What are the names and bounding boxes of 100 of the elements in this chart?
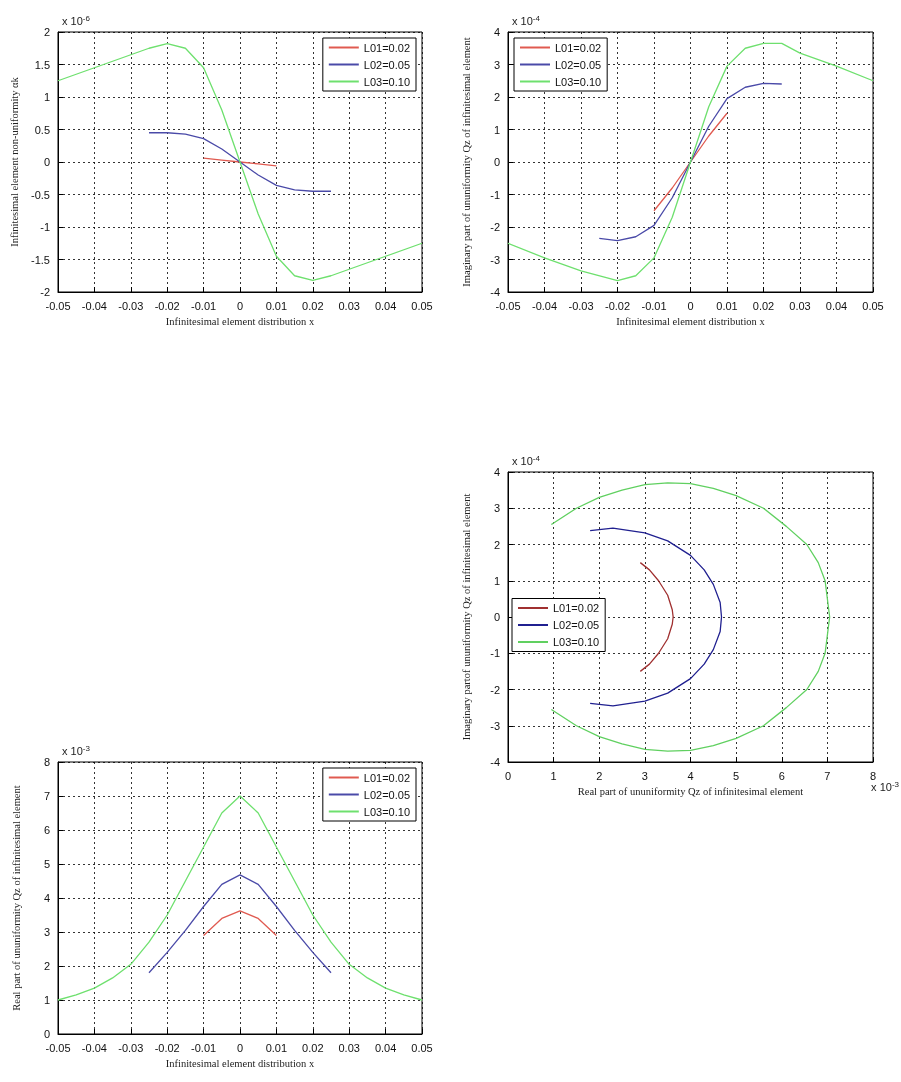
- legend-label: L03=0.10: [555, 75, 602, 88]
- y-tick-label: 4: [493, 466, 500, 478]
- line-series: [57, 43, 423, 281]
- x-tick-label: 3: [641, 769, 648, 782]
- x-tick-label: 6: [778, 769, 785, 782]
- x-tick-label: -0.01: [191, 1041, 217, 1054]
- line-series: [550, 482, 831, 752]
- y-tick-label: 1: [493, 123, 500, 136]
- x-tick-label: -0.02: [604, 299, 631, 312]
- y-tick-label: 1.5: [34, 58, 50, 71]
- x-tick-label: -0.03: [118, 1041, 144, 1054]
- y-axis-title: Imaginary part of ununiformity Qz of infinitesimal element: [461, 37, 472, 287]
- x-tick-label: 0: [236, 299, 244, 312]
- x-tick-label: 8: [869, 769, 877, 782]
- x-tick-label: 0.04: [374, 1041, 397, 1054]
- line-series: [507, 42, 874, 282]
- y-tick-label: 6: [43, 824, 50, 836]
- y-tick-label: 3: [493, 58, 500, 71]
- legend-label: L02=0.05: [363, 788, 410, 801]
- y-tick-label: 3: [493, 502, 500, 515]
- y-tick-label: -2: [490, 683, 500, 696]
- x-axis-title: Infinitesimal element distribution x: [165, 1057, 315, 1069]
- y-tick-label: 1: [43, 994, 50, 1006]
- y-tick-label: 2: [493, 538, 500, 551]
- legend-label: L02=0.05: [363, 58, 410, 71]
- y-tick-label: 7: [43, 790, 50, 802]
- y-tick-label: 0: [43, 156, 50, 168]
- x-tick-label: 0.02: [302, 1041, 324, 1054]
- legend-label: L02=0.05: [555, 58, 602, 71]
- x-tick-label: -0.04: [81, 299, 107, 312]
- x-tick-label: -0.01: [641, 299, 667, 312]
- x-tick-label: 0.01: [716, 299, 738, 312]
- y-tick-label: 2: [43, 26, 50, 38]
- x-tick-label: 0.02: [752, 299, 775, 312]
- y-tick-label: 0: [493, 156, 500, 168]
- line-series: [202, 157, 278, 167]
- y-tick-label: 4: [43, 892, 50, 904]
- y-tick-label: 0.5: [34, 123, 50, 136]
- x-tick-label: -0.01: [191, 299, 217, 312]
- y-tick-label: -1: [490, 647, 500, 660]
- y-tick-label: 1: [493, 574, 500, 587]
- x-tick-label: 0: [236, 1041, 244, 1054]
- x-axis-title: Infinitesimal element distribution x: [165, 315, 315, 327]
- x-tick-label: 0: [504, 769, 512, 782]
- y-tick-label: -1: [490, 188, 500, 201]
- x-tick-label: 0.05: [411, 299, 433, 312]
- legend-label: L03=0.10: [363, 805, 410, 818]
- x-tick-label: 0.04: [374, 299, 397, 312]
- y-tick-label: -1.5: [31, 253, 50, 266]
- y-tick-label: 2: [493, 91, 500, 103]
- x-tick-label: -0.02: [154, 299, 180, 312]
- legend-label: L01=0.02: [555, 41, 602, 54]
- x-tick-label: 0.03: [338, 1041, 360, 1054]
- x-tick-label: -0.02: [154, 1041, 180, 1054]
- x-tick-label: -0.05: [495, 299, 521, 312]
- legend-label: L03=0.10: [363, 75, 410, 88]
- legend-label: L02=0.05: [553, 619, 600, 631]
- x-tick-label: 0.05: [862, 299, 884, 312]
- y-tick-label: -3: [490, 253, 500, 266]
- x-tick-label: -0.03: [118, 299, 144, 312]
- line-series: [639, 561, 674, 673]
- x-tick-label: -0.03: [568, 299, 594, 312]
- line-series: [148, 132, 332, 192]
- x-tick-label: 1: [550, 769, 557, 782]
- x-tick-label: 0.04: [825, 299, 848, 312]
- y-tick-label: 3: [43, 926, 50, 938]
- x-tick-label: 0.03: [338, 299, 360, 312]
- y-tick-label: -4: [490, 286, 500, 298]
- y-tick-label: 8: [43, 756, 50, 768]
- x-tick-label: 0: [687, 299, 694, 312]
- legend-label: L01=0.02: [363, 771, 410, 784]
- line-series: [148, 874, 332, 974]
- y-axis-title: Imaginary partof ununiformity Qz of infinitesimal element: [461, 493, 472, 741]
- y-tick-label: 1: [43, 91, 50, 103]
- y-tick-label: 2: [43, 960, 50, 972]
- x-tick-label: 0.03: [789, 299, 811, 312]
- x-tick-label: 0.05: [411, 1041, 433, 1054]
- x-tick-label: -0.05: [45, 1041, 71, 1054]
- y-tick-label: 5: [43, 858, 50, 870]
- x-tick-label: 4: [687, 769, 694, 782]
- y-tick-label: 0: [493, 611, 500, 623]
- x-tick-label: 0.01: [265, 1041, 288, 1054]
- x-tick-label: -0.05: [45, 299, 71, 312]
- y-tick-label: 0: [43, 1028, 50, 1040]
- y-tick-label: 4: [493, 26, 500, 38]
- x-tick-label: 2: [596, 769, 603, 782]
- y-axis-title: Real part of ununiformity Qz of infinitesimal element: [11, 785, 22, 1011]
- x-tick-label: 0.02: [302, 299, 324, 312]
- y-tick-label: -1: [40, 221, 50, 233]
- y-tick-label: -0.5: [31, 188, 50, 201]
- x-axis-title: Infinitesimal element distribution x: [616, 315, 766, 327]
- y-tick-label: -3: [490, 719, 500, 732]
- x-tick-label: 5: [733, 769, 740, 782]
- x-tick-label: 0.01: [265, 299, 288, 312]
- line-series: [653, 112, 728, 212]
- x-axis-title: Real part of ununiformity Qz of infinitesimal element: [577, 785, 804, 797]
- x-tick-label: -0.04: [531, 299, 558, 312]
- y-axis-title: Infinitesimal element non-uniformity αk: [9, 76, 21, 247]
- legend-label: L01=0.02: [363, 41, 410, 54]
- x-tick-label: -0.04: [81, 1041, 107, 1054]
